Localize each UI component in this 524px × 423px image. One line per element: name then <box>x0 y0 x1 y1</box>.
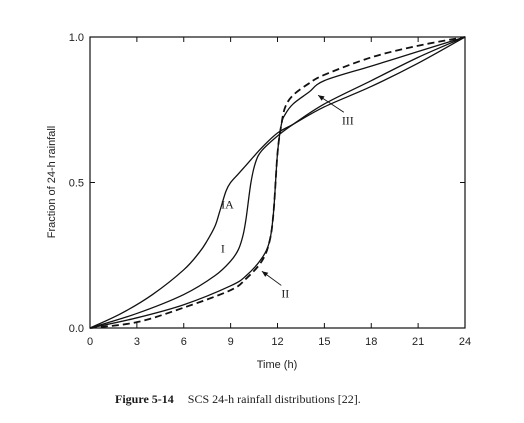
y-tick-label: 0.5 <box>69 178 84 190</box>
x-tick-label: 24 <box>459 336 471 348</box>
y-tick-label: 0.0 <box>69 323 84 335</box>
curves-layer <box>89 36 466 329</box>
x-tick-label: 0 <box>87 336 93 348</box>
curve-label-ii: II <box>281 286 289 300</box>
caption-text: SCS 24-h rainfall distributions [22]. <box>187 392 361 406</box>
x-tick-label: 12 <box>271 336 283 348</box>
pointer-arrowhead <box>318 95 325 101</box>
figure-caption: Figure 5-14 SCS 24-h rainfall distributio… <box>115 392 361 407</box>
series-line-i <box>89 36 466 329</box>
y-tick-label: 1.0 <box>69 32 84 44</box>
x-axis-title: Time (h) <box>257 359 298 371</box>
curve-label-ia: IA <box>221 198 234 212</box>
plot-frame <box>89 36 466 329</box>
x-tick-label: 21 <box>412 336 424 348</box>
series-line-ia <box>89 36 466 329</box>
ticks-layer: 0 3 6 9 12 15 18 21 24 0.0 0.5 1.0 <box>69 32 471 348</box>
pointer-arrowhead <box>261 271 269 277</box>
x-tick-label: 18 <box>365 336 377 348</box>
x-tick-label: 15 <box>318 336 330 348</box>
y-axis-title: Fraction of 24-h rainfall <box>46 126 58 239</box>
x-tick-label: 9 <box>228 336 234 348</box>
curve-label-iii: III <box>342 113 354 127</box>
series-line-ii <box>89 36 466 329</box>
x-tick-label: 6 <box>181 336 187 348</box>
caption-label: Figure 5-14 <box>115 392 174 406</box>
curve-label-i: I <box>221 241 225 255</box>
series-line-iii <box>89 36 466 329</box>
x-tick-label: 3 <box>134 336 140 348</box>
